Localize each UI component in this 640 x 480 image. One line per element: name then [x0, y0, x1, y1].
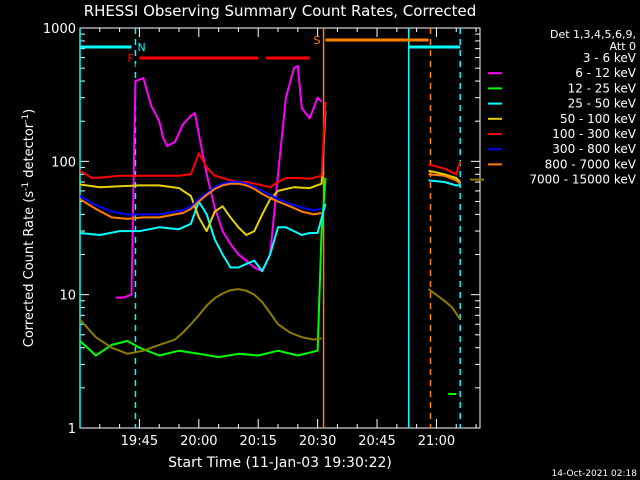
legend-label-12-25-kev: 12 - 25 keV	[568, 81, 637, 95]
legend-label-300-800-kev: 300 - 800 keV	[552, 142, 636, 156]
series-line-6-12-kev	[115, 64, 323, 299]
legend-label-50-100-kev: 50 - 100 keV	[560, 112, 637, 126]
x-tick-label: 20:00	[180, 434, 217, 449]
marker-lines	[79, 28, 461, 428]
legend-label-7000-15000-kev: 7000 - 15000 keV	[529, 173, 636, 187]
series-late-50-100-kev	[428, 169, 461, 183]
series-late-25-50-kev	[428, 179, 461, 187]
x-axis-label: Start Time (11-Jan-03 19:30:22)	[168, 455, 392, 471]
y-axis-label-post: )	[22, 109, 37, 114]
series-line-100-300-kev	[79, 101, 327, 189]
y-axis-label-mid: detector	[22, 122, 37, 182]
series-line-25-50-kev	[79, 200, 327, 273]
legend-label-800-7000-kev: 800 - 7000 keV	[545, 157, 637, 171]
y-tick-label: 1	[68, 422, 76, 437]
series-late-800-7000-kev	[428, 173, 461, 185]
legend-header: Att 0	[610, 40, 636, 53]
x-tick-label: 21:00	[418, 434, 455, 449]
state-label-s: S	[314, 34, 321, 47]
series-line-7000-15000-kev	[79, 288, 322, 355]
x-tick-label: 20:15	[239, 434, 276, 449]
series-late-100-300-kev	[428, 161, 462, 176]
series-lines	[79, 60, 462, 395]
y-tick-label: 1000	[43, 22, 76, 37]
y-tick-label: 100	[51, 155, 76, 170]
axes: 1 10 100 1000 19:45 20:00 20:15 20:30 20:45 21:00	[43, 22, 481, 449]
state-bars: FN S	[80, 34, 461, 65]
series-line-12-25-kev	[79, 177, 327, 359]
legend-label-100-300-kev: 100 - 300 keV	[552, 127, 636, 141]
legend-label-6-12-kev: 6 - 12 keV	[575, 66, 637, 80]
state-label-n: N	[137, 41, 145, 54]
y-axis-label-exp2: -1	[21, 114, 31, 123]
series-line-300-800-kev	[79, 181, 322, 216]
legend-label-25-50-kev: 25 - 50 keV	[568, 97, 637, 111]
footer-date: 14-Oct-2021 02:18	[552, 469, 638, 479]
legend-header: Det 1,3,4,5,6,9,	[550, 28, 636, 41]
series-line-800-7000-kev	[79, 182, 322, 220]
x-tick-label: 19:45	[121, 434, 158, 449]
y-tick-label: 10	[59, 289, 76, 304]
x-tick-label: 20:45	[358, 434, 395, 449]
series-line-50-100-kev	[79, 110, 327, 236]
y-axis-label: Corrected Count Rate (s-1 detector-1)	[21, 109, 37, 347]
series-late-7000-15000-kev	[427, 288, 462, 321]
x-tick-label: 20:30	[299, 434, 336, 449]
y-axis-label-pre: Corrected Count Rate (s	[22, 191, 37, 348]
series-line-3-6-kev	[134, 60, 323, 220]
y-axis-label-exp1: -1	[21, 182, 31, 191]
state-label-f: F	[127, 52, 133, 65]
chart-title: RHESSI Observing Summary Count Rates, Co…	[84, 2, 477, 20]
legend-label-3-6-kev: 3 - 6 keV	[583, 51, 637, 65]
